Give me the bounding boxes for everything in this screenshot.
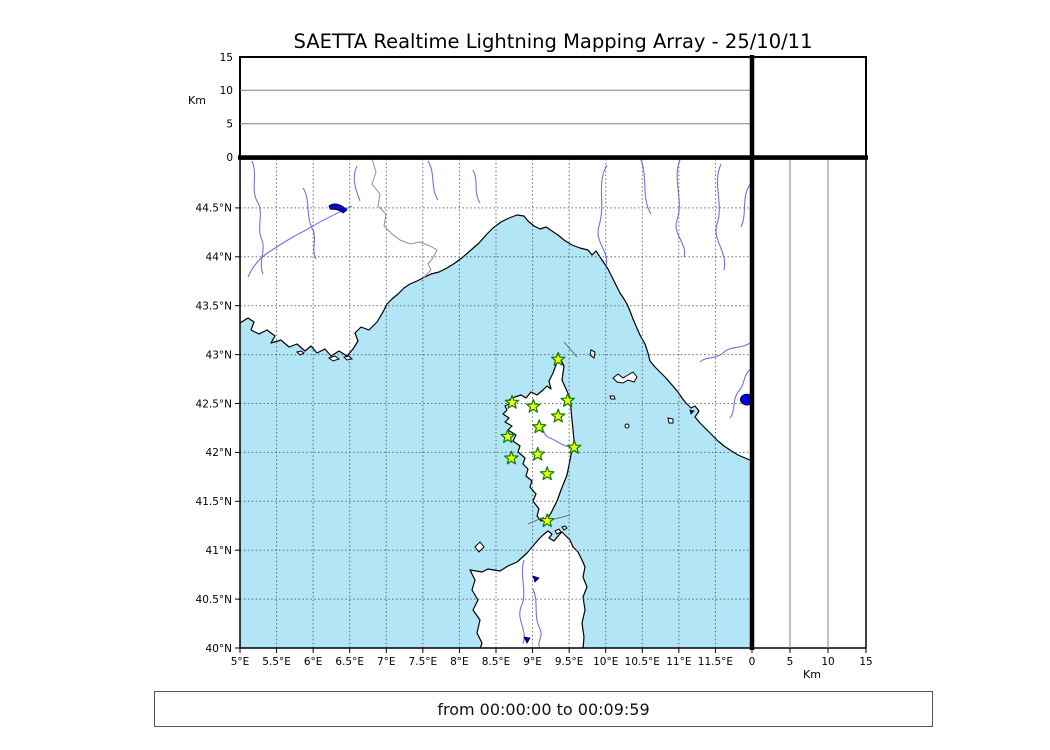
capraia-island [589, 349, 596, 359]
sardinia-lake [532, 575, 540, 583]
station-marker [526, 398, 541, 413]
lakes [328, 203, 695, 644]
station-markers [500, 351, 582, 528]
montecristo-island [624, 423, 630, 429]
altitude-tick-label: 10 [220, 85, 233, 97]
latitude-tick-label: 43°N [206, 349, 232, 361]
right-panel-altitude-latitude [751, 158, 867, 649]
station-marker [500, 429, 515, 443]
station-marker [539, 513, 555, 528]
longitude-tick-label: 6.5°E [335, 656, 364, 668]
distance-axis: 0 5 10 15 [749, 648, 873, 668]
distance-tick-label: 15 [859, 656, 872, 668]
lake-bolsena [739, 393, 752, 406]
map-panel [240, 159, 752, 648]
station-marker [504, 394, 520, 409]
station-marker [567, 439, 582, 454]
pianosa-island [609, 395, 616, 400]
longitude-tick-label: 6°E [304, 656, 323, 668]
giglio-island [667, 417, 674, 424]
latitude-axis: 44.5°N 44°N 43.5°N 43°N 42.5°N 42°N 41.5°N 41°N… [196, 203, 240, 655]
altitude-tick-label: 0 [226, 152, 233, 164]
longitude-tick-label: 5°E [231, 656, 250, 668]
station-marker [530, 446, 545, 461]
longitude-tick-label: 10°E [593, 656, 618, 668]
latitude-tick-label: 41°N [206, 545, 232, 557]
longitude-axis: 5°E 5.5°E 6°E 6.5°E 7°E 7.5°E 8°E 8.5°E 9°E 9.5°E… [231, 648, 733, 668]
distance-tick-label: 0 [749, 656, 756, 668]
sardinia-island [469, 530, 588, 648]
rivers [247, 159, 752, 648]
asinara-island [474, 541, 485, 553]
longitude-tick-label: 8.5°E [482, 656, 511, 668]
altitude-axis-unit-label: Km [188, 94, 206, 107]
longitude-tick-label: 7°E [377, 656, 396, 668]
minor-islands [474, 349, 674, 553]
time-range-label: from 00:00:00 to 00:09:59 [437, 699, 650, 719]
top-panel-altitude-longitude [239, 56, 753, 158]
country-border [371, 159, 438, 280]
lake-serre-poncon [328, 203, 348, 214]
corner-panel [751, 56, 867, 158]
station-marker [531, 419, 547, 434]
longitude-tick-label: 11.5°E [698, 656, 733, 668]
right-panel-frame [751, 158, 867, 649]
latitude-tick-label: 40°N [206, 643, 232, 655]
station-marker [560, 393, 575, 407]
latitude-tick-label: 40.5°N [196, 594, 232, 606]
altitude-tick-label: 5 [226, 118, 233, 130]
latitude-tick-label: 43.5°N [196, 301, 232, 313]
latitude-tick-label: 44.5°N [196, 203, 232, 215]
latitude-tick-label: 44°N [206, 252, 232, 264]
longitude-tick-label: 8°E [450, 656, 469, 668]
distance-tick-label: 10 [821, 656, 834, 668]
longitude-tick-label: 9.5°E [555, 656, 584, 668]
distance-tick-label: 5 [787, 656, 794, 668]
altitude-axis: 0 5 10 15 [220, 52, 233, 164]
longitude-tick-label: 10.5°E [625, 656, 660, 668]
latitude-tick-label: 42°N [206, 447, 232, 459]
longitude-tick-label: 9°E [523, 656, 542, 668]
longitude-tick-label: 7.5°E [409, 656, 438, 668]
station-marker [539, 466, 555, 481]
maddalena-islets [554, 528, 562, 535]
figure-title: SAETTA Realtime Lightning Mapping Array … [294, 30, 813, 53]
time-range-box: from 00:00:00 to 00:09:59 [154, 691, 933, 727]
mainland-landmass [240, 159, 752, 462]
altitude-tick-label: 15 [220, 52, 233, 64]
station-marker [550, 351, 566, 366]
latitude-tick-label: 41.5°N [196, 496, 232, 508]
longitude-tick-label: 5.5°E [262, 656, 291, 668]
distance-axis-unit-label: Km [803, 668, 821, 681]
station-marker [550, 408, 566, 423]
longitude-tick-label: 11°E [666, 656, 691, 668]
station-marker [504, 450, 519, 465]
latitude-tick-label: 42.5°N [196, 398, 232, 410]
top-panel-frame [239, 56, 753, 158]
orbetello-lagoon [689, 409, 695, 415]
elba-island [612, 371, 638, 384]
